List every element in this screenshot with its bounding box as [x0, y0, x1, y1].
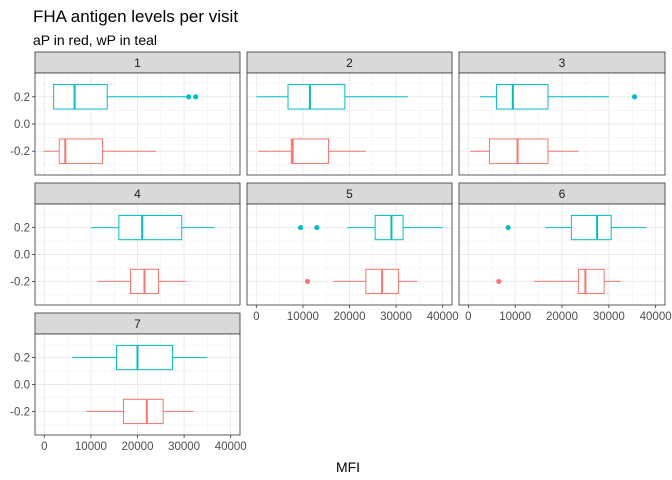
aP-box: [488, 138, 549, 164]
y-tick-label: -0.2: [10, 146, 30, 158]
facet-strip-label: 3: [559, 56, 566, 70]
x-tick-label: 30000: [593, 311, 625, 323]
wP-box: [570, 214, 612, 241]
y-tick-label: 0.2: [14, 223, 30, 235]
wP-outlier: [505, 224, 511, 231]
facet-panel-4: 4 0.2 0.0 -0.2: [10, 182, 241, 306]
wP-box: [118, 214, 183, 241]
wP-box: [287, 84, 346, 110]
y-tick-label: 0.0: [14, 380, 30, 392]
facet-panel-2: 2: [246, 51, 453, 176]
facet-panel-3: 3: [458, 51, 666, 176]
wP-box: [116, 344, 173, 371]
x-tick-label: 0: [41, 441, 47, 453]
panel-border: [458, 72, 666, 176]
wP-outlier: [297, 224, 304, 231]
chart-title: FHA antigen levels per visit: [33, 7, 238, 26]
aP-box: [577, 268, 605, 295]
x-tick-label: 10000: [499, 311, 531, 323]
y-tick-label: 0.0: [14, 119, 30, 131]
aP-box: [58, 138, 104, 164]
x-tick-label: 20000: [334, 311, 366, 323]
x-tick-label: 20000: [122, 441, 154, 453]
chart-subtitle: aP in red, wP in teal: [33, 32, 157, 48]
x-tick-label: 30000: [380, 311, 412, 323]
wP-outlier: [193, 94, 199, 100]
x-tick-label: 10000: [287, 311, 319, 323]
y-tick-label: 0.0: [14, 250, 30, 262]
x-tick-label: 0: [253, 311, 259, 323]
x-tick-label: 0: [465, 311, 471, 323]
aP-box: [290, 138, 330, 164]
wP-outlier: [631, 94, 638, 100]
y-tick-label: 0.2: [14, 353, 30, 365]
wP-box: [374, 214, 404, 241]
wP-box: [495, 84, 549, 110]
y-tick-label: -0.2: [10, 276, 30, 288]
x-tick-label: 10000: [75, 441, 107, 453]
wP-box: [53, 84, 108, 110]
facet-panel-5: 5 0 10000 20000 30000 40000: [246, 182, 459, 323]
facet-strip-label: 5: [346, 187, 353, 201]
facet-panel-7: 7 0.2 0.0 -0.2 0 10000 20000 30000 40000: [10, 312, 247, 453]
facet-strip-label: 4: [134, 187, 141, 201]
wP-outlier: [186, 94, 192, 100]
facet-strip-label: 7: [134, 317, 141, 331]
x-tick-label: 40000: [427, 311, 459, 323]
facet-panels: 1 0.2 0.0 -0.2 2 3 4 0.2 0.0 -0.2 5 0 10000 20000 3000…: [10, 51, 672, 453]
x-tick-label: 40000: [640, 311, 672, 323]
y-tick-label: 0.2: [14, 92, 30, 104]
x-axis-title: MFI: [336, 459, 360, 475]
aP-outlier: [304, 278, 311, 285]
facet-strip-label: 1: [134, 56, 141, 70]
facet-strip-label: 2: [346, 56, 353, 70]
facet-strip-label: 6: [559, 187, 566, 201]
panel-border: [246, 72, 453, 176]
x-tick-label: 30000: [168, 441, 200, 453]
facet-panel-6: 6 0 10000 20000 30000 40000: [458, 182, 672, 323]
x-tick-label: 40000: [215, 441, 247, 453]
y-tick-label: -0.2: [10, 406, 30, 418]
facet-panel-1: 1 0.2 0.0 -0.2: [10, 51, 241, 176]
aP-box: [123, 398, 164, 425]
x-tick-label: 20000: [546, 311, 578, 323]
aP-outlier: [496, 278, 502, 285]
wP-outlier: [314, 224, 320, 231]
